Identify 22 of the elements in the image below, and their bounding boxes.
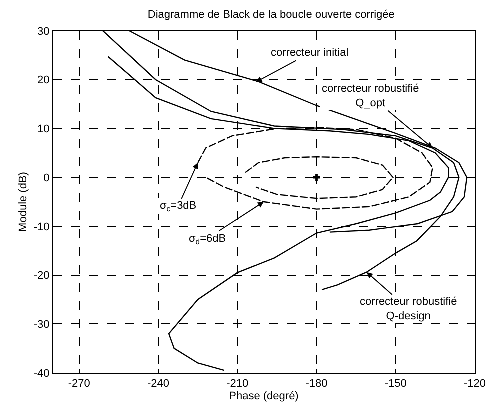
annotation: σ$_{d}$=6dB xyxy=(189,233,226,246)
x-tick-label: -120 xyxy=(464,378,486,390)
x-tick-label: -240 xyxy=(147,378,170,390)
y-axis-title: Module (dB) xyxy=(18,172,30,232)
y-tick-label: 20 xyxy=(38,74,50,87)
y-tick-label: 0 xyxy=(44,172,50,184)
y-tick-label: -10 xyxy=(34,221,50,234)
x-tick-label: -180 xyxy=(306,378,328,390)
annotation: correcteur robustifié Q_opt xyxy=(322,83,420,110)
y-tick-label: -20 xyxy=(34,270,50,282)
y-tick-label: -30 xyxy=(34,318,50,331)
y-tick-label: -40 xyxy=(34,368,50,380)
chart-title: Diagramme de Black de la boucle ouverte corrigée xyxy=(148,9,395,21)
annotation: σ$_{c}$=3dB xyxy=(160,200,197,214)
x-tick-label: -270 xyxy=(68,378,90,390)
x-axis-title: Phase (degré) xyxy=(229,390,299,402)
annotation: correcteur robustifié Q-design xyxy=(360,296,458,322)
y-tick-label: 30 xyxy=(38,26,50,38)
x-tick-label: -210 xyxy=(226,378,249,390)
annotation: correcteur initial xyxy=(271,47,349,59)
x-tick-label: -150 xyxy=(384,378,407,390)
y-tick-label: 10 xyxy=(38,124,50,136)
